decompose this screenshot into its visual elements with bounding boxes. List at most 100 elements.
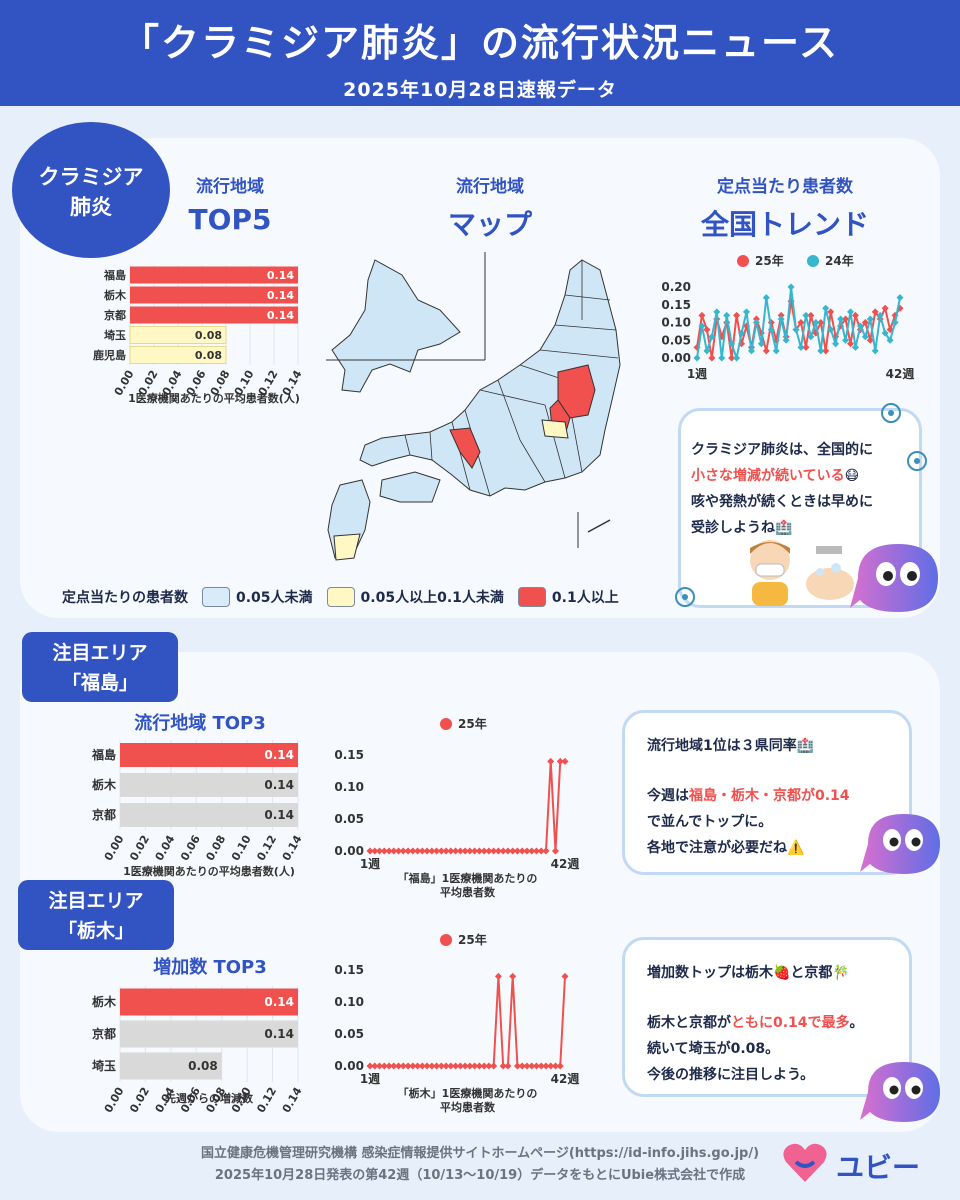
category-label: 栃木	[104, 288, 127, 302]
data-label: 0.14	[267, 269, 294, 282]
x-axis-label: 先週からの増減数	[165, 1091, 254, 1105]
logo-text: ユビー	[836, 1151, 921, 1184]
data-point	[747, 347, 755, 355]
x-tick-label: 0.14	[280, 833, 305, 863]
data-point	[380, 1062, 388, 1070]
virus-icon-2	[907, 451, 927, 471]
data-point	[442, 847, 450, 855]
mascot-character-2	[860, 814, 940, 874]
bar	[120, 803, 298, 827]
tag2-line1: 注目エリア	[48, 890, 144, 912]
data-point	[447, 847, 455, 855]
x-tick-label: 0.02	[127, 1085, 152, 1112]
data-point	[499, 847, 507, 855]
page-title: 「クラミジア肺炎」の流行状況ニュース	[120, 21, 840, 65]
mascot-character	[850, 544, 938, 612]
bubble2-l2a: 今週は	[647, 788, 689, 804]
y-tick-label: 0.00	[334, 844, 364, 858]
area1-chart-title-text: 流行地域 TOP3	[134, 713, 266, 734]
tag2-line2: 「栃木」	[57, 920, 134, 942]
data-point	[528, 1062, 536, 1070]
data-point	[537, 1062, 545, 1070]
legend-label: 25年	[458, 932, 487, 947]
bubble3-l2a: 栃木と京都が	[647, 1015, 731, 1031]
data-point	[861, 319, 869, 326]
mascot-character-3	[860, 1062, 940, 1122]
data-label: 0.14	[267, 289, 294, 302]
data-point	[856, 322, 864, 330]
data-point	[423, 847, 431, 855]
data-point	[461, 847, 469, 855]
series-line	[370, 760, 565, 852]
series-line	[696, 301, 901, 359]
data-label: 0.14	[267, 309, 294, 322]
data-point	[802, 343, 810, 351]
data-point	[418, 847, 426, 855]
category-label: 京都	[92, 1026, 116, 1041]
top5-small: 流行地域	[196, 177, 264, 197]
data-point	[837, 315, 845, 323]
y-tick-label: 0.10	[334, 780, 364, 794]
data-point	[414, 1062, 422, 1070]
data-point	[787, 283, 795, 291]
data-point	[471, 1062, 479, 1070]
y-tick-label: 0.15	[334, 748, 364, 762]
legend-label: 24年	[825, 253, 854, 268]
data-point	[466, 1062, 474, 1070]
data-point	[480, 847, 488, 855]
data-point	[395, 1062, 403, 1070]
bar	[130, 266, 298, 284]
data-point	[846, 340, 854, 348]
x-tick-label: 42週	[886, 366, 915, 381]
data-point	[896, 294, 904, 302]
data-point	[409, 1062, 417, 1070]
tag1-line2: 「福島」	[61, 672, 138, 694]
data-point	[703, 326, 711, 334]
y-tick-label: 0.05	[661, 333, 691, 347]
map-big: マップ	[447, 208, 532, 241]
data-point	[822, 304, 830, 312]
data-point	[551, 847, 559, 855]
bubble3-line4: 今後の推移に注目しよう。	[647, 1067, 815, 1083]
data-point	[480, 1062, 488, 1070]
data-label: 0.08	[195, 329, 222, 342]
data-point	[777, 311, 785, 319]
data-point	[802, 311, 810, 319]
bar	[130, 286, 298, 304]
shikoku	[379, 471, 441, 503]
x-tick-label: 1週	[360, 856, 380, 871]
japan-map	[326, 252, 621, 561]
data-point	[881, 329, 889, 337]
data-point	[728, 340, 736, 348]
data-point	[537, 847, 545, 855]
x-tick-label: 1週	[360, 1071, 380, 1086]
data-point	[832, 340, 840, 348]
y-tick-label: 0.15	[334, 963, 364, 977]
data-point	[428, 1062, 436, 1070]
x-tick-label: 0.10	[229, 833, 254, 863]
area1-chart-title: 流行地域 TOP3	[110, 709, 290, 735]
data-point	[490, 847, 498, 855]
data-point	[433, 1062, 441, 1070]
category-label: 栃木	[92, 777, 117, 792]
badge-line1: クラミジア	[38, 165, 144, 189]
data-point	[547, 757, 555, 765]
data-point	[817, 347, 825, 355]
data-point	[409, 847, 417, 855]
data-point	[733, 311, 741, 319]
virus-icon-3	[675, 587, 695, 607]
legend-swatch-low	[202, 587, 230, 607]
tochigi-trend-chart: 0.00 0.05 0.10 0.15 1週 42週 25年「栃木」1医療機関あたりの平均患…	[334, 932, 580, 1114]
map-legend: 定点当たりの患者数 0.05人未満 0.05人以上0.1人未満 0.1人以上	[62, 587, 619, 607]
data-point	[713, 308, 721, 316]
bubble2-line1: 流行地域1位は３県同率🏥	[647, 738, 815, 754]
x-tick-label: 1週	[687, 366, 707, 381]
x-axis-label-cont: 平均患者数	[440, 885, 496, 899]
data-point	[708, 354, 716, 362]
badge-line2: 肺炎	[70, 195, 112, 219]
data-point	[871, 347, 879, 355]
data-point	[866, 315, 874, 323]
data-point	[433, 847, 441, 855]
y-tick-label: 0.10	[334, 995, 364, 1009]
x-tick-label: 42週	[551, 1071, 580, 1086]
